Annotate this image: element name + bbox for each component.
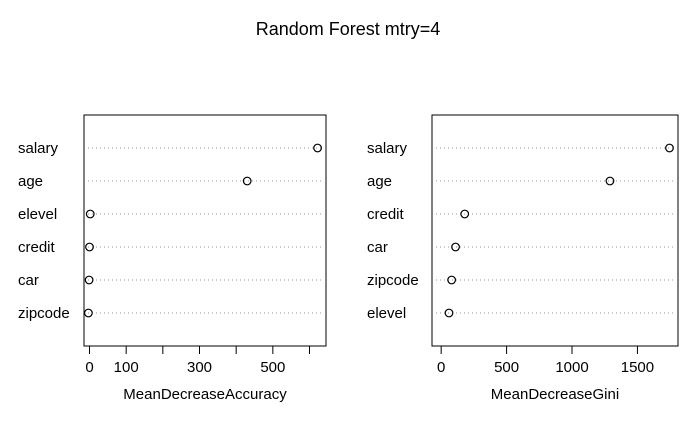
x-tick-label: 1000: [555, 359, 588, 376]
panel-mean-decrease-gini: salary age credit car zipcode elevel 0 500 1000 1…: [367, 114, 679, 403]
data-point-elevel: [444, 308, 454, 318]
row-label: age: [367, 173, 392, 190]
plot-frame: [83, 114, 327, 347]
row-label: car: [367, 239, 388, 256]
row-label: elevel: [367, 305, 406, 322]
data-point-salary: [665, 143, 674, 153]
row-label: salary: [18, 140, 59, 157]
data-point-age: [242, 176, 252, 186]
data-point-salary: [313, 143, 322, 153]
data-point-zipcode: [447, 275, 457, 285]
plot-frame: [431, 114, 679, 347]
data-point-car: [451, 242, 460, 252]
row-label: age: [18, 173, 43, 190]
data-point-elevel: [85, 209, 95, 219]
chart-title: Random Forest mtry=4: [256, 19, 441, 39]
x-tick-label: 500: [260, 359, 285, 376]
row-label: zipcode: [367, 272, 419, 289]
data-point-credit: [85, 242, 94, 252]
data-point-car: [84, 275, 94, 285]
row-label: salary: [367, 140, 408, 157]
row-label: elevel: [18, 206, 57, 223]
x-tick-label: 0: [437, 359, 445, 376]
x-tick-label: 300: [187, 359, 212, 376]
row-label: credit: [18, 239, 56, 256]
data-point-age: [605, 176, 615, 186]
data-point-zipcode: [83, 308, 93, 318]
x-axis-title: MeanDecreaseAccuracy: [123, 386, 287, 403]
panel-mean-decrease-accuracy: salary age elevel credit car zipcode 0 100 300 50…: [18, 114, 327, 403]
x-tick-label: 0: [85, 359, 93, 376]
row-label: car: [18, 272, 39, 289]
x-tick-label: 100: [114, 359, 139, 376]
x-tick-label: 1500: [621, 359, 654, 376]
row-label: zipcode: [18, 305, 70, 322]
row-label: credit: [367, 206, 405, 223]
data-point-credit: [460, 209, 470, 219]
x-tick-label: 500: [494, 359, 519, 376]
x-axis-title: MeanDecreaseGini: [491, 386, 619, 403]
